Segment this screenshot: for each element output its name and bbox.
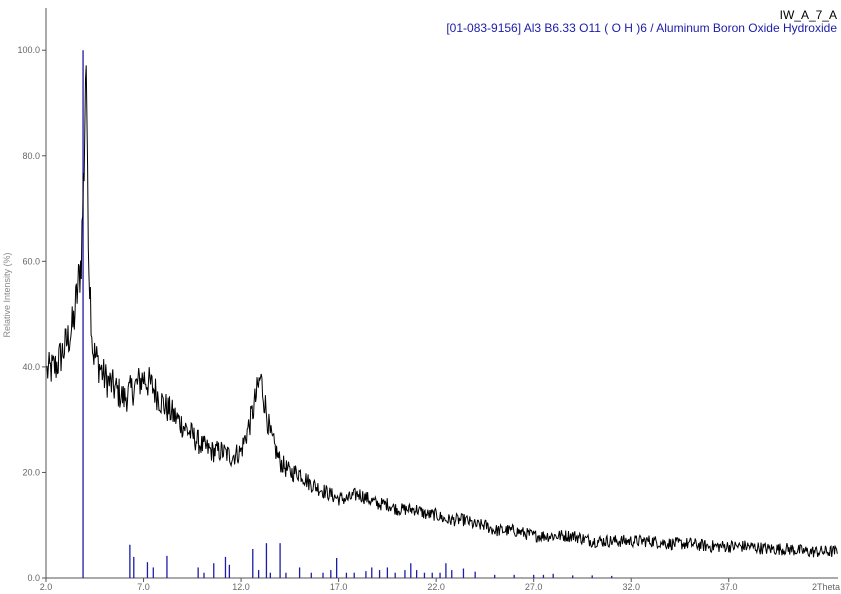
sample-pattern-line <box>46 65 838 558</box>
x-tick-label: 27.0 <box>525 582 543 592</box>
x-tick-label: 7.0 <box>137 582 150 592</box>
x-axis-ticks: 2.0 7.0 12.0 17.0 22.0 27.0 32.0 37.0 2Theta <box>40 578 840 592</box>
x-tick-label: 2.0 <box>40 582 53 592</box>
reference-sticks <box>82 50 613 578</box>
x-tick-label: 22.0 <box>427 582 445 592</box>
x-tick-label: 37.0 <box>720 582 738 592</box>
legend-sample-name: IW_A_7_A <box>779 8 837 22</box>
x-axis-title: 2Theta <box>812 582 840 592</box>
y-tick-label: 0.0 <box>27 573 40 583</box>
y-tick-label: 40.0 <box>22 362 40 372</box>
y-axis-title: Relative Intensity (%) <box>2 252 12 337</box>
y-tick-label: 80.0 <box>22 151 40 161</box>
axes <box>45 8 838 579</box>
x-tick-label: 32.0 <box>622 582 640 592</box>
x-tick-label: 17.0 <box>330 582 348 592</box>
legend-reference-name: [01-083-9156] Al3 B6.33 O11 ( O H )6 / A… <box>446 21 837 35</box>
y-axis-ticks: 0.0 20.0 40.0 60.0 80.0 100.0 <box>17 45 46 583</box>
x-tick-label: 12.0 <box>232 582 250 592</box>
y-tick-label: 100.0 <box>17 45 40 55</box>
y-tick-label: 60.0 <box>22 256 40 266</box>
sample-pattern <box>46 65 838 558</box>
y-tick-label: 20.0 <box>22 467 40 477</box>
